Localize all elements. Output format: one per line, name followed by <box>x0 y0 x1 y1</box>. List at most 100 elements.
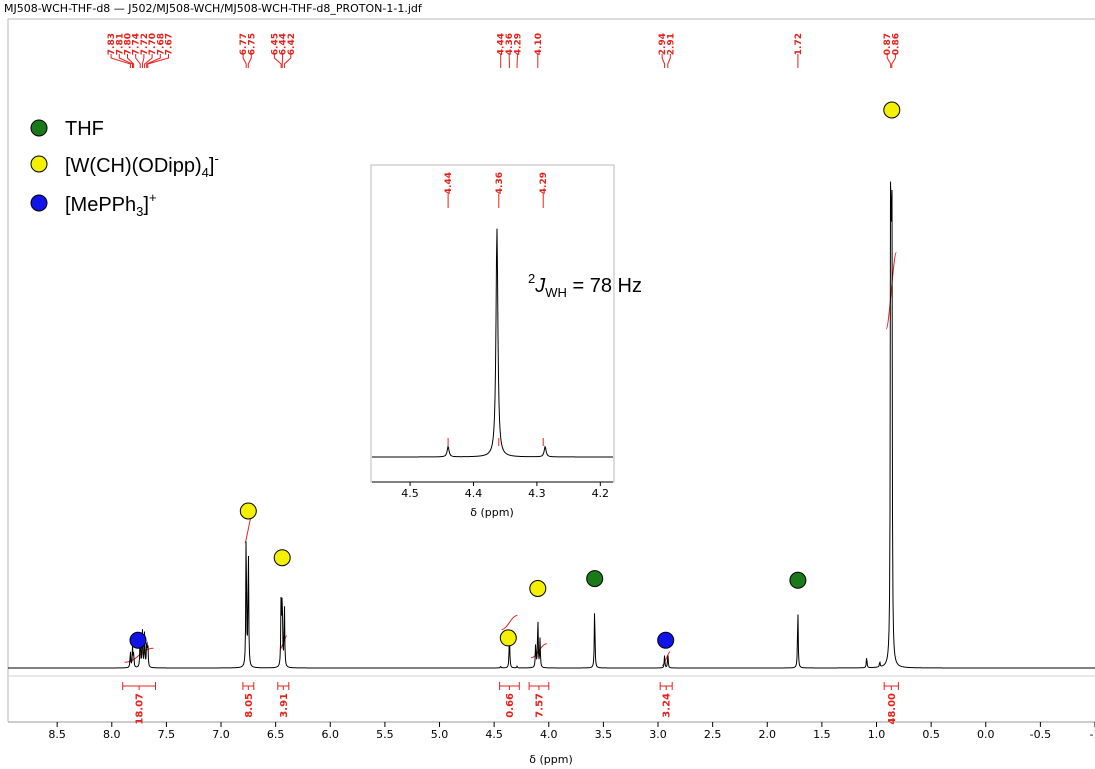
x-tick-label: 8.5 <box>48 728 66 741</box>
integral-value: 3.24 <box>662 693 673 718</box>
integral-bracket <box>499 682 520 690</box>
peak-label: 0.86 <box>891 33 901 55</box>
legend: THF [W(CH)(ODipp)4]- [MePPh3]+ <box>30 118 219 219</box>
peak-label: 2.94 <box>658 33 668 55</box>
peak-label: 6.75 <box>247 33 257 55</box>
peak-label-connector <box>141 54 145 68</box>
integral-value: 3.91 <box>279 693 290 718</box>
legend-cation-after: ] <box>143 194 149 216</box>
x-tick-label: -1 <box>1090 728 1095 741</box>
peak-label-connector <box>135 54 141 68</box>
integral-value: 0.66 <box>505 693 516 718</box>
x-tick-label: 4.5 <box>485 728 503 741</box>
x-tick-label: 7.0 <box>212 728 230 741</box>
window-title: MJ508-WCH-THF-d8 — J502/MJ508-WCH/MJ508-… <box>4 2 422 15</box>
legend-anion-after: ] <box>209 155 215 177</box>
x-tick-label: 4.4 <box>465 487 483 500</box>
legend-anion-text: [W(CH)(ODipp) <box>65 155 202 177</box>
peak-label: 7.70 <box>148 33 158 55</box>
legend-marker-thf <box>30 119 48 137</box>
peak-label: 7.81 <box>115 33 125 55</box>
integral-curve <box>885 251 897 330</box>
x-tick-label: 4.0 <box>540 728 558 741</box>
x-tick-label: 1.0 <box>868 728 886 741</box>
integral-group: 18.07 8.05 3.91 0.66 7.57 3.24 48.00 <box>122 251 899 725</box>
coupling-value: = 78 Hz <box>567 275 642 297</box>
x-tick-label: 4.3 <box>528 487 546 500</box>
integral-bracket <box>659 682 673 690</box>
coupling-constant-annotation: 2JWH = 78 Hz <box>528 271 642 300</box>
peak-label-connector <box>667 54 671 68</box>
x-axis: 8.5 8.0 7.5 7.0 6.5 6.0 5.5 5.0 4.5 4.0 3.5 3.0 2.5 2… <box>48 722 1095 741</box>
x-tick-label: 1.5 <box>813 728 831 741</box>
peak-label: 4.36 <box>505 33 515 55</box>
species-marker-thf <box>586 570 604 588</box>
legend-marker-cation <box>30 194 48 212</box>
x-tick-label: 4.2 <box>592 487 610 500</box>
legend-item-anion: [W(CH)(ODipp)4]- <box>65 151 219 180</box>
inset-peak-label: 4.36 <box>495 172 505 194</box>
peak-label-connector <box>283 54 292 68</box>
peak-label: 6.42 <box>287 33 297 55</box>
species-marker-anion <box>529 580 547 597</box>
integral-curve <box>661 651 671 667</box>
x-axis-label: δ (ppm) <box>529 753 573 766</box>
peak-label-connector <box>886 54 892 68</box>
x-tick-label: 6.5 <box>267 728 285 741</box>
peak-label-connector <box>146 54 161 68</box>
legend-item-thf: THF <box>65 118 104 140</box>
peak-label: 4.10 <box>534 33 544 55</box>
species-marker-anion <box>883 101 901 119</box>
legend-anion-sub: 4 <box>202 165 209 180</box>
spectrum-trace-group <box>8 181 1095 669</box>
x-tick-label: 6.0 <box>322 728 340 741</box>
integral-value: 48.00 <box>887 693 898 725</box>
x-tick-label: 5.5 <box>376 728 394 741</box>
peak-label-connector <box>118 54 133 68</box>
peak-label-connector <box>147 54 169 68</box>
spectrum-trace <box>8 181 1095 669</box>
peak-label-connector <box>273 54 282 68</box>
peak-label: 7.83 <box>107 33 117 55</box>
species-marker-anion <box>273 549 291 567</box>
species-marker-anion <box>239 502 257 520</box>
integral-bracket <box>528 682 550 690</box>
inset-spectrum-trace-group <box>372 228 613 458</box>
species-marker-cation <box>657 631 675 649</box>
species-marker-anion <box>499 629 517 647</box>
legend-marker-anion <box>30 155 48 173</box>
legend-cation-sub: 3 <box>136 204 143 219</box>
integral-curve <box>501 615 518 630</box>
x-tick-label: 4.5 <box>401 487 419 500</box>
x-tick-label: 2.5 <box>704 728 722 741</box>
x-tick-label: 3.5 <box>595 728 613 741</box>
integral-bracket <box>277 682 290 690</box>
peak-label: 4.29 <box>513 33 523 55</box>
peak-label-connector <box>144 54 153 68</box>
x-tick-label: 8.0 <box>103 728 121 741</box>
inset-peak-label: 4.29 <box>539 172 549 194</box>
peak-label: 6.77 <box>239 33 249 55</box>
peak-label: 1.72 <box>794 33 804 55</box>
peak-label-connector <box>891 54 896 68</box>
inset-x-axis-label: δ (ppm) <box>470 506 514 519</box>
coupling-sub: WH <box>545 285 567 300</box>
legend-anion-sup: - <box>214 151 218 166</box>
peak-label: 6.44 <box>279 33 289 55</box>
peak-label: 7.72 <box>140 33 150 55</box>
coupling-j: J <box>534 275 546 297</box>
x-tick-label: -0.5 <box>1030 728 1051 741</box>
inset-x-axis: 4.5 4.4 4.3 4.2 <box>372 481 613 500</box>
species-marker-cation <box>129 631 147 649</box>
coupling-sup: 2 <box>528 271 535 286</box>
peak-label-connector <box>247 54 252 68</box>
x-tick-label: 5.0 <box>431 728 449 741</box>
legend-cation-sup: + <box>149 190 157 205</box>
inset-peak-label: 4.44 <box>444 172 454 194</box>
integral-bracket <box>242 682 255 690</box>
peak-label: 6.45 <box>270 33 280 55</box>
peak-label-connector <box>242 54 247 68</box>
peak-label: 2.91 <box>666 33 676 55</box>
species-marker-thf <box>789 571 807 589</box>
